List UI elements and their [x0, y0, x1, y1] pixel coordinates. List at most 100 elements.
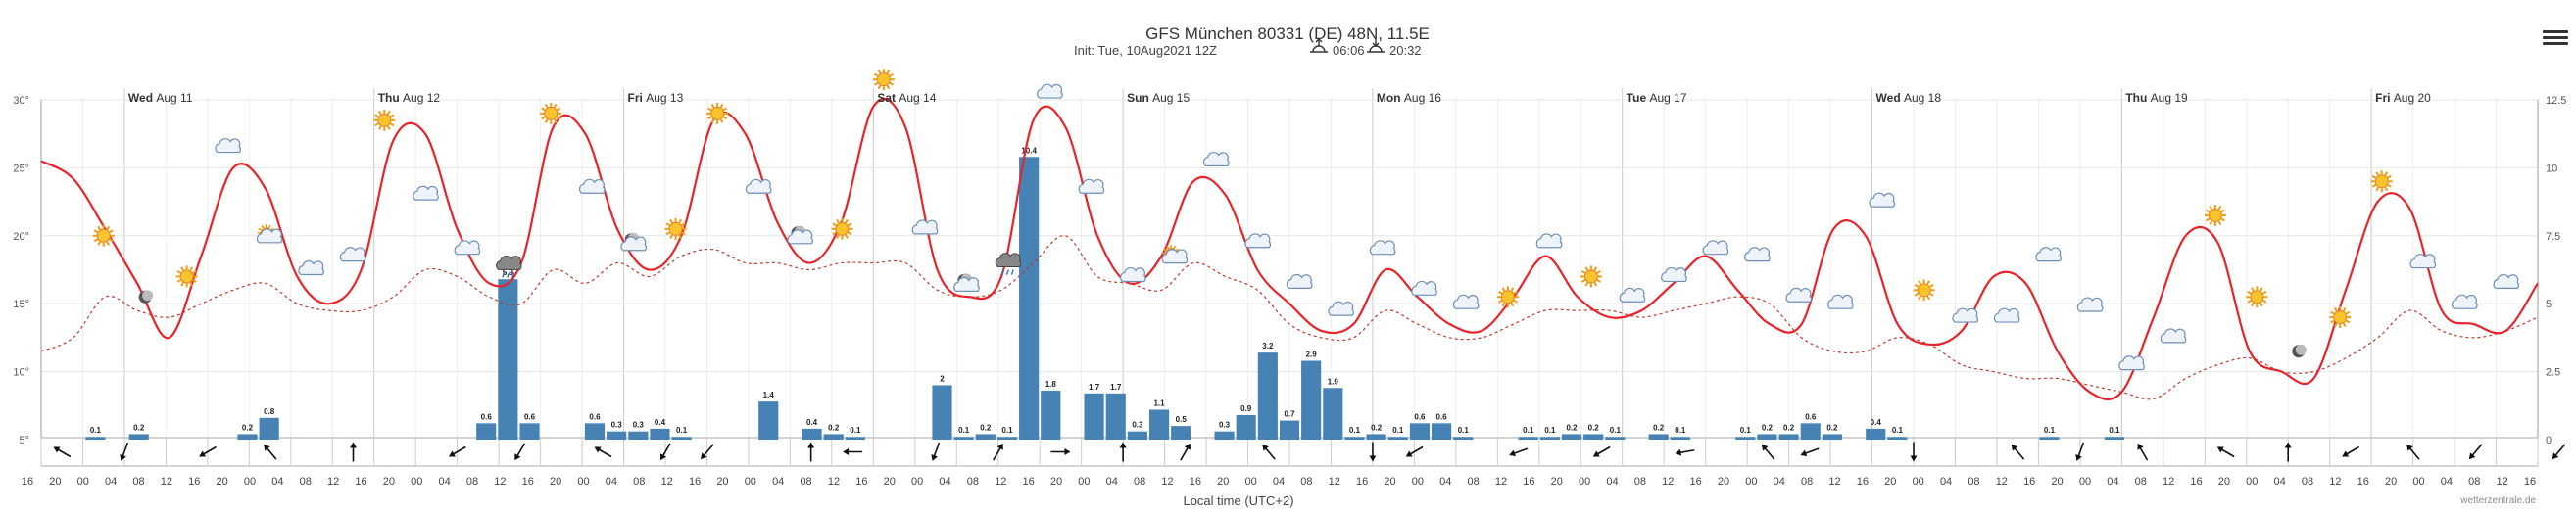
- cloud-icon: [1328, 301, 1354, 316]
- wind-arrow-head: [1405, 450, 1413, 457]
- precip-label: 0.1: [1001, 426, 1013, 435]
- sun-ray: [2205, 217, 2211, 222]
- precip-bar: [1757, 434, 1777, 440]
- sun-ray: [1173, 245, 1177, 250]
- precip-bar: [1866, 428, 1886, 440]
- sun-ray: [710, 118, 715, 123]
- x-axis-label: Local time (UTC+2): [1183, 493, 1293, 508]
- sun-ray: [1596, 270, 1601, 274]
- sun-ray: [1593, 282, 1598, 287]
- sun-ray: [377, 110, 382, 116]
- x-tick-label: 08: [800, 476, 811, 488]
- sun-ray: [681, 222, 686, 227]
- precip-label: 1.1: [1153, 398, 1165, 407]
- cloud-shape: [256, 228, 283, 244]
- sun-ray: [374, 122, 379, 127]
- sun-disc: [544, 106, 559, 120]
- precip-label: 0.2: [1566, 423, 1578, 432]
- precip-bar: [1019, 157, 1040, 440]
- sun-icon: [540, 102, 562, 124]
- cloud-icon: [2076, 297, 2104, 312]
- sun-ray: [97, 241, 102, 246]
- x-tick-label: 12: [327, 476, 339, 488]
- x-tick-label: 04: [772, 476, 784, 488]
- precip-bar: [1279, 420, 1300, 440]
- day-label: Wed Aug 11: [128, 91, 193, 105]
- precip-label: 0.2: [828, 423, 840, 432]
- sun-ray: [2333, 322, 2338, 328]
- left-axis-tick: 5°: [19, 435, 29, 446]
- right-axis-tick: 7.5: [2546, 231, 2560, 243]
- precip-label: 0.3: [633, 421, 645, 430]
- sun-ray: [2375, 186, 2380, 192]
- sun-ray: [722, 116, 728, 120]
- wind-arrow-head: [843, 448, 850, 455]
- day-label: Mon Aug 16: [1377, 91, 1441, 105]
- hamburger-menu-icon[interactable]: [2543, 27, 2568, 49]
- x-tick-label: 00: [77, 476, 89, 488]
- cloud-icon: [1661, 267, 1687, 283]
- precip-bar: [1561, 434, 1582, 440]
- sun-disc: [2208, 208, 2222, 222]
- sun-icon: [373, 109, 396, 131]
- cloud-shape: [620, 236, 648, 252]
- precip-bar: [85, 437, 106, 440]
- wind-arrow: [2011, 444, 2025, 460]
- sunset-icon: [1367, 39, 1385, 53]
- x-tick-label: 20: [2051, 476, 2063, 488]
- precip-label: 0.2: [1826, 423, 1838, 432]
- sun-ray: [389, 122, 395, 127]
- moon-shade: [142, 290, 154, 302]
- cloud-icon: [2035, 247, 2062, 262]
- cloud-icon: [2160, 328, 2187, 344]
- precip-label: 0.2: [980, 423, 992, 432]
- precip-label: 0.1: [1740, 426, 1752, 435]
- sun-ray: [386, 110, 391, 116]
- cloud-icon: [1952, 307, 1978, 323]
- precip-label: 0.2: [1371, 423, 1383, 432]
- precip-label: 0.1: [958, 426, 970, 435]
- x-tick-label: 04: [1439, 476, 1451, 488]
- rain-drop: [511, 272, 515, 278]
- x-tick-label: 12: [661, 476, 673, 488]
- cloud-icon: [1619, 287, 1646, 303]
- cloud-icon: [1120, 267, 1146, 283]
- x-tick-label: 08: [2468, 476, 2480, 488]
- wind-arrow-head: [1509, 449, 1517, 457]
- sun-ray: [2217, 220, 2222, 226]
- wind-arrow: [449, 445, 466, 457]
- sun-ray: [541, 116, 546, 120]
- precip-label: 10.4: [1021, 146, 1037, 155]
- wind-arrow-head: [514, 453, 521, 461]
- x-tick-label: 00: [745, 476, 756, 488]
- x-tick-label: 04: [939, 476, 950, 488]
- sun-icon: [831, 217, 853, 240]
- wind-arrow: [594, 446, 612, 458]
- sun-disc: [1917, 283, 1931, 298]
- cloud-icon: [1744, 247, 1771, 262]
- left-axis-tick: 25°: [13, 163, 29, 174]
- sun-disc: [876, 72, 891, 87]
- precip-bar: [1041, 391, 1061, 440]
- sun-ray: [1914, 283, 1920, 288]
- precip-label: 0.4: [1871, 418, 1882, 427]
- x-tick-label: 04: [439, 476, 451, 488]
- precip-label: 0.2: [1653, 423, 1665, 432]
- x-tick-label: 00: [577, 476, 589, 488]
- precip-bar: [996, 437, 1018, 440]
- cloud-shape: [953, 276, 980, 292]
- precip-label: 3.2: [1262, 342, 1274, 351]
- cloud-shape: [1744, 247, 1771, 262]
- x-tick-label: 00: [2412, 476, 2424, 488]
- wind-arrow-head: [1119, 442, 1127, 448]
- cloud-rain-icon: [496, 256, 522, 278]
- cloud-shape: [1369, 240, 1396, 256]
- cloud-shape: [215, 138, 241, 154]
- right-axis-tick: 2.5: [2546, 367, 2560, 379]
- x-tick-label: 00: [911, 476, 923, 488]
- x-tick-label: 20: [1217, 476, 1229, 488]
- cloud-shape: [1411, 280, 1437, 296]
- x-tick-label: 16: [355, 476, 366, 488]
- sun-ray: [109, 238, 114, 243]
- precip-bar: [1453, 437, 1474, 440]
